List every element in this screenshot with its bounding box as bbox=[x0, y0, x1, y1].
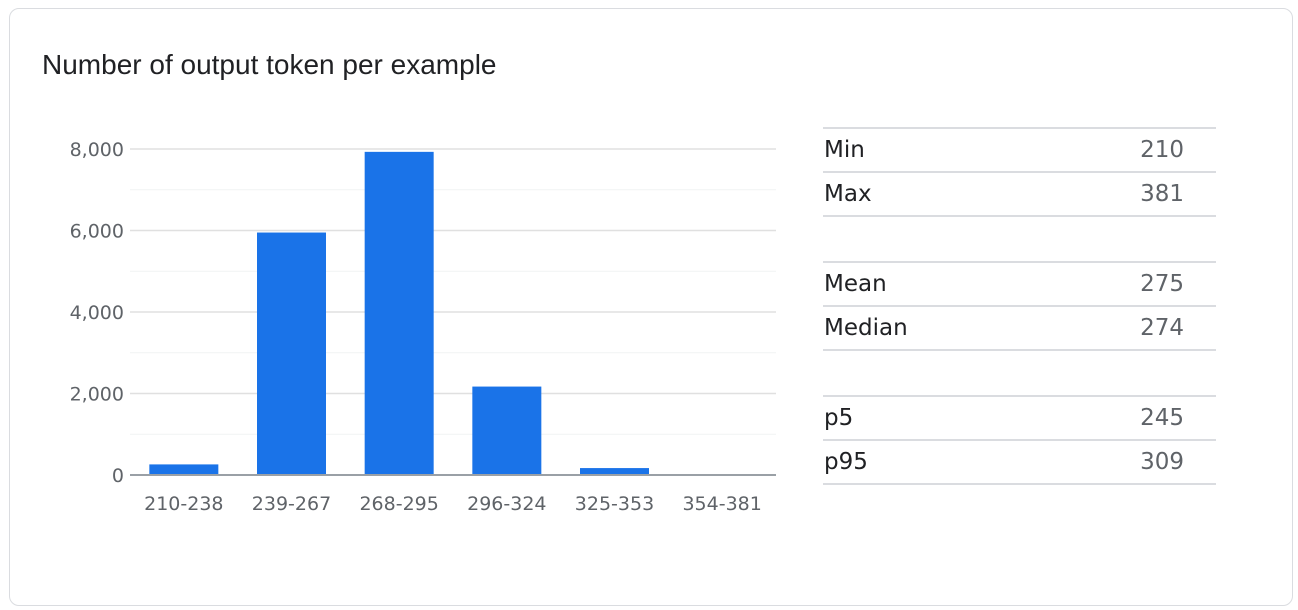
x-tick-label: 325-353 bbox=[575, 493, 654, 515]
x-tick-label: 239-267 bbox=[252, 493, 331, 515]
stats-panel: Min 210 Max 381 Mean 275 Median 274 p5 245 p95 309 bbox=[823, 127, 1216, 529]
stat-label: Min bbox=[824, 137, 865, 163]
stat-row-min: Min 210 bbox=[823, 129, 1216, 173]
histogram-chart: 0 2,000 4,000 6,000 8,000 210-238 239-267 268-2… bbox=[70, 139, 776, 515]
stat-value: 275 bbox=[1140, 271, 1184, 297]
stat-label: Mean bbox=[824, 271, 887, 297]
chart-title: Number of output token per example bbox=[42, 49, 497, 80]
stat-value: 210 bbox=[1140, 137, 1184, 163]
stat-value: 309 bbox=[1140, 449, 1184, 475]
x-tick-label: 268-295 bbox=[359, 493, 438, 515]
stat-label: Median bbox=[824, 315, 908, 341]
y-tick-label: 8,000 bbox=[70, 139, 124, 161]
bar-210-238 bbox=[149, 464, 219, 475]
stats-group: Min 210 Max 381 bbox=[823, 127, 1216, 217]
bar-325-353 bbox=[580, 468, 649, 475]
bar-268-295 bbox=[364, 151, 434, 476]
stat-label: p95 bbox=[824, 449, 868, 475]
stat-row-p95: p95 309 bbox=[823, 441, 1216, 485]
bar-239-267 bbox=[257, 232, 326, 475]
x-tick-label: 296-324 bbox=[467, 493, 546, 515]
y-tick-label: 0 bbox=[112, 465, 124, 487]
stat-row-p5: p5 245 bbox=[823, 397, 1216, 441]
stats-group: p5 245 p95 309 bbox=[823, 395, 1216, 485]
stat-row-median: Median 274 bbox=[823, 307, 1216, 351]
y-tick-label: 2,000 bbox=[70, 384, 124, 406]
y-tick-label: 4,000 bbox=[70, 302, 124, 324]
stat-value: 274 bbox=[1140, 315, 1184, 341]
stats-group: Mean 275 Median 274 bbox=[823, 261, 1216, 351]
bar-296-324 bbox=[472, 386, 542, 475]
x-tick-label: 210-238 bbox=[144, 493, 223, 515]
stat-row-mean: Mean 275 bbox=[823, 263, 1216, 307]
y-tick-label: 6,000 bbox=[70, 221, 124, 243]
stat-label: p5 bbox=[824, 405, 854, 431]
stat-value: 381 bbox=[1140, 181, 1184, 207]
stat-label: Max bbox=[824, 181, 872, 207]
x-tick-label: 354-381 bbox=[682, 493, 761, 515]
stat-value: 245 bbox=[1140, 405, 1184, 431]
stat-row-max: Max 381 bbox=[823, 173, 1216, 217]
chart-card: Number of output token per example 0 2,00… bbox=[9, 8, 1293, 606]
